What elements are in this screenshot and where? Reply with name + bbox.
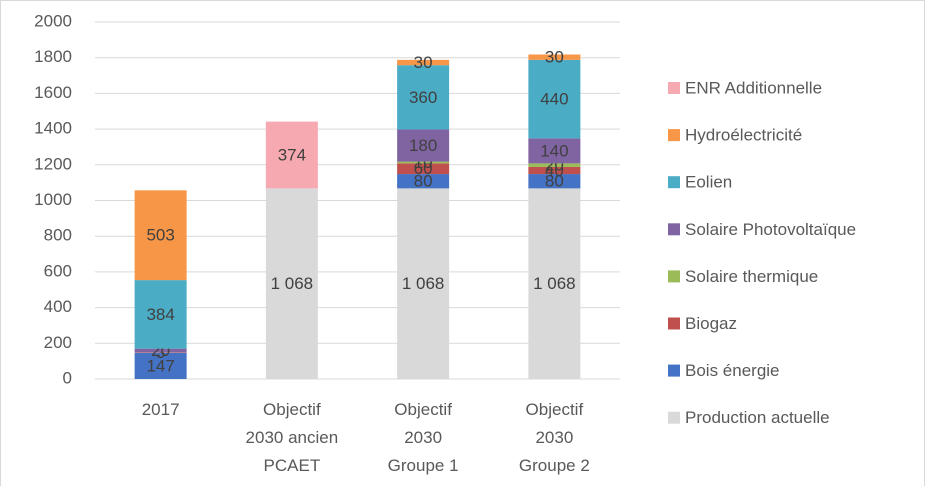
data-label: 503 — [146, 226, 174, 245]
legend-swatch — [668, 82, 680, 94]
bar-segment — [134, 352, 187, 353]
data-label: 440 — [540, 90, 568, 109]
x-tick-label: Objectif 2030 Groupe 1 — [387, 400, 459, 475]
bar-segment — [134, 190, 187, 281]
legend-swatch — [668, 223, 680, 236]
data-label: 360 — [409, 88, 437, 107]
bar-segment — [528, 166, 581, 175]
data-label: 1 068 — [402, 274, 445, 293]
data-label: 180 — [409, 136, 437, 155]
data-label: 3 — [156, 343, 165, 362]
data-label: 384 — [146, 305, 174, 324]
data-label: 80 — [414, 172, 433, 191]
x-tick-label: 2017 — [141, 400, 180, 419]
bar-segment — [528, 163, 581, 167]
legend-label: Solaire thermique — [685, 267, 818, 286]
bar-segment — [397, 161, 450, 164]
data-label: 80 — [545, 172, 564, 191]
y-tick-label: 0 — [63, 368, 72, 387]
legend-swatch — [668, 176, 680, 189]
y-tick-label: 600 — [44, 261, 72, 280]
bar-segment — [528, 188, 581, 379]
bar-segment — [528, 59, 581, 139]
y-tick-label: 1000 — [34, 190, 72, 209]
bar-segment — [528, 54, 581, 60]
bar-segment — [397, 59, 450, 66]
bar-segment — [397, 188, 450, 379]
bar-segment — [134, 348, 187, 353]
bar-segment — [265, 188, 318, 379]
bar-segment — [397, 129, 450, 162]
y-tick-label: 800 — [44, 226, 72, 245]
legend-label: Hydroélectricité — [685, 126, 802, 145]
y-tick-label: 200 — [44, 333, 72, 352]
data-label: 374 — [278, 145, 306, 164]
data-label: 1 068 — [271, 274, 314, 293]
bar-segment — [397, 65, 450, 130]
bar-segment — [528, 138, 581, 164]
data-label: 140 — [540, 141, 568, 160]
data-label: 30 — [545, 48, 564, 67]
legend-label: Solaire Photovoltaïque — [685, 220, 856, 239]
bar-segment — [134, 352, 187, 379]
x-tick-label: Objectif 2030 Groupe 2 — [518, 400, 590, 475]
legend-swatch — [668, 129, 680, 142]
bar-segment — [265, 121, 318, 189]
y-tick-label: 1200 — [34, 154, 72, 173]
data-label: 147 — [146, 356, 174, 375]
legend-label: ENR Additionnelle — [685, 78, 822, 97]
y-tick-label: 1600 — [34, 83, 72, 102]
bar-segment — [397, 163, 450, 175]
legend-swatch — [668, 364, 680, 377]
y-tick-label: 400 — [44, 297, 72, 316]
legend-label: Bois énergie — [685, 361, 780, 380]
legend-label: Biogaz — [685, 314, 737, 333]
legend-swatch — [668, 270, 680, 283]
data-label: 30 — [414, 53, 433, 72]
data-label: 1 068 — [533, 274, 576, 293]
bar-segment — [528, 174, 581, 189]
y-tick-label: 1400 — [34, 119, 72, 138]
y-tick-label: 1800 — [34, 47, 72, 66]
bar-segment — [134, 280, 187, 349]
x-tick-label: Objectif 2030 ancien PCAET — [245, 400, 339, 475]
bar-segment — [397, 174, 450, 189]
legend-label: Production actuelle — [685, 408, 830, 427]
legend-swatch — [668, 317, 680, 330]
legend-label: Eolien — [685, 173, 732, 192]
legend-swatch — [668, 411, 680, 424]
data-label: 60 — [414, 159, 433, 178]
y-tick-label: 2000 — [34, 11, 72, 30]
